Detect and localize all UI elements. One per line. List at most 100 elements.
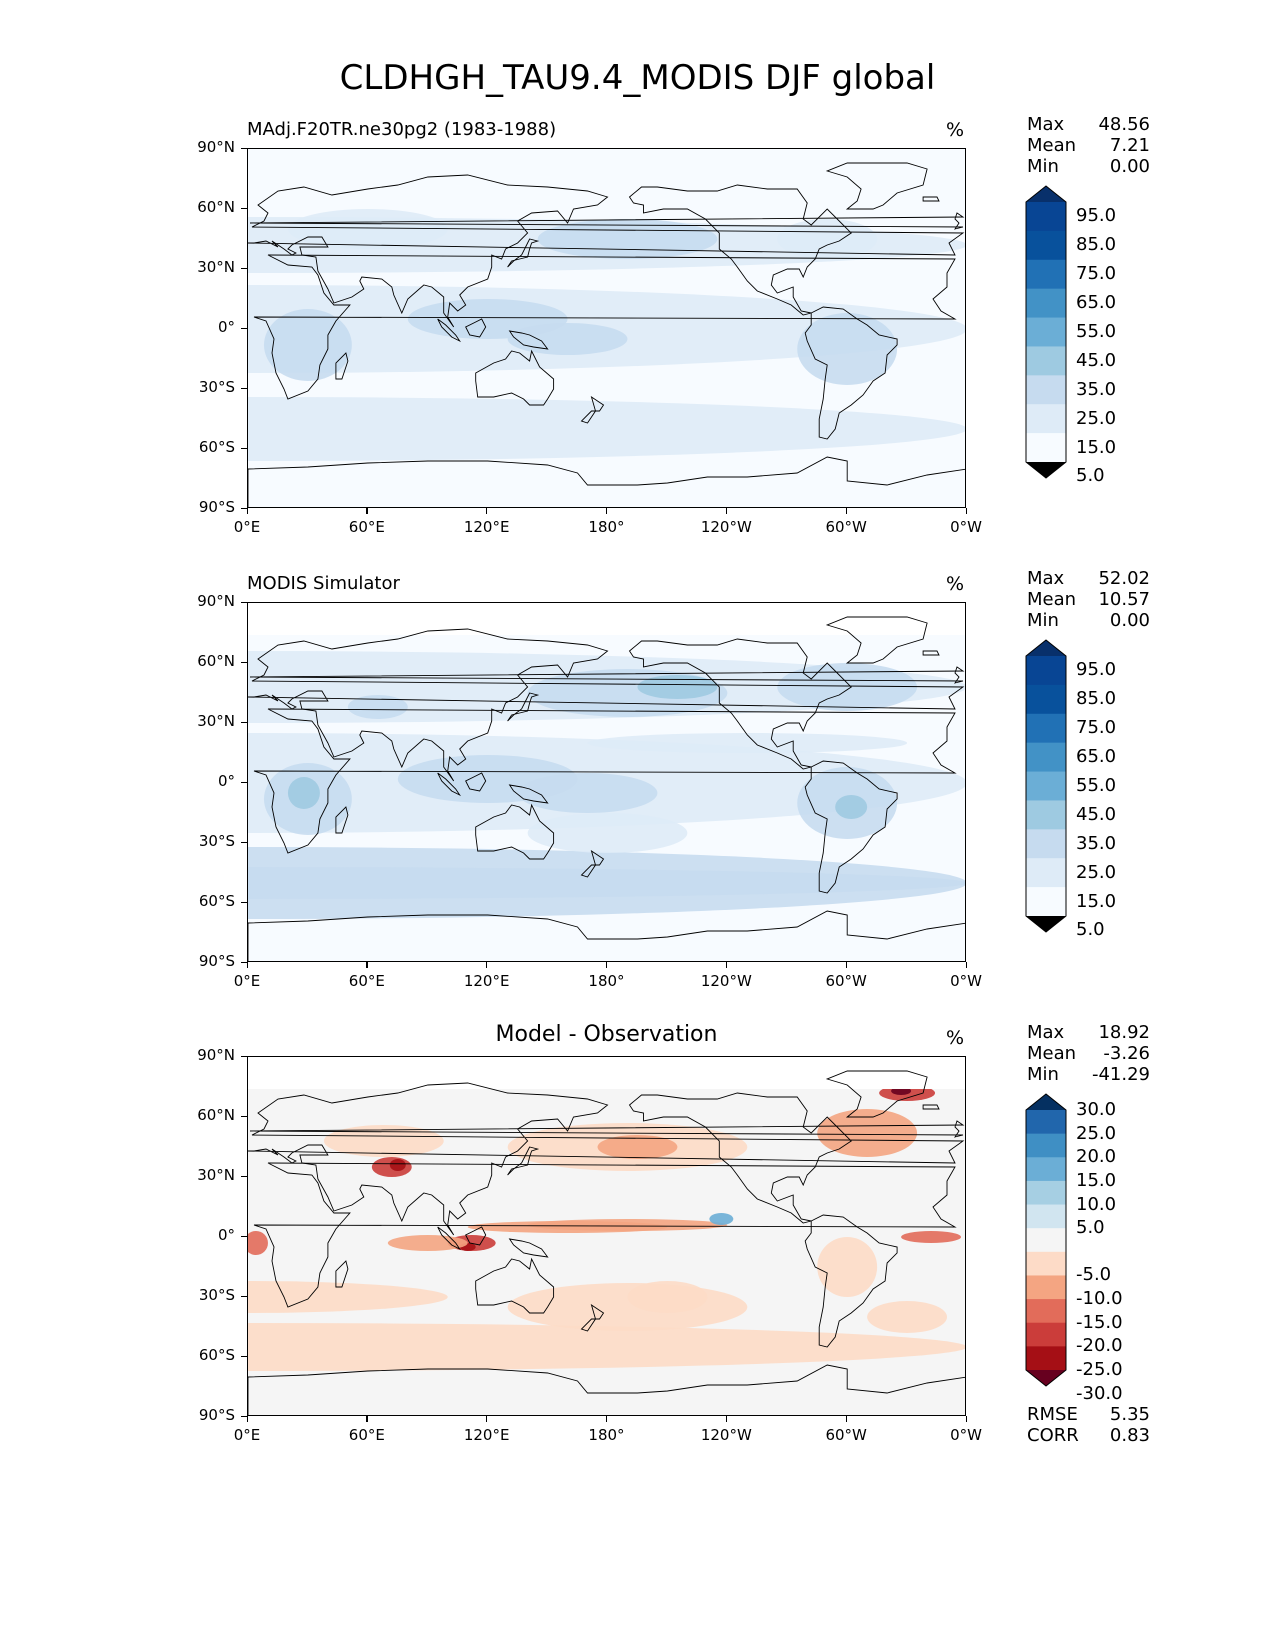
colorbar-level-label: 75.0 <box>1076 717 1117 739</box>
colorbar-box <box>1026 656 1066 686</box>
coastline-north-america <box>628 638 852 770</box>
colorbar-box <box>1026 375 1066 405</box>
stat-mean-label: Mean <box>1027 589 1077 610</box>
field-blob <box>817 1237 878 1297</box>
lon-tick-label: 0°E <box>233 1426 261 1444</box>
coastline-iceland <box>922 1104 940 1110</box>
colorbar-level-label: 10.0 <box>1076 1193 1117 1215</box>
figure-title: CLDHGH_TAU9.4_MODIS DJF global <box>339 58 936 98</box>
lon-tick-label: 120°E <box>463 1426 510 1444</box>
field-blob <box>777 663 918 711</box>
stat-max-value: 48.56 <box>1098 114 1150 135</box>
colorbar-box <box>1026 713 1066 744</box>
lat-tick-mark <box>241 327 247 329</box>
lon-tick-label: 180° <box>588 518 625 536</box>
colorbar-level-label: 95.0 <box>1076 659 1117 681</box>
colorbar-level-label: 65.0 <box>1076 292 1117 314</box>
lon-tick-label: 60°W <box>825 518 867 536</box>
field-blob <box>347 695 408 719</box>
colorbar-box <box>1026 1180 1066 1206</box>
field-blob <box>248 1281 448 1313</box>
lat-tick-label: 90°S <box>198 952 235 970</box>
colorbar-box <box>1026 1275 1066 1300</box>
lat-tick-mark <box>241 1175 247 1177</box>
coastline-new-zealand <box>580 849 605 878</box>
colorbar-box <box>1026 1251 1066 1276</box>
colorbar-box <box>1026 1346 1066 1371</box>
coastline-greenland <box>825 1070 928 1118</box>
lat-tick-mark <box>241 601 247 603</box>
lat-tick-mark <box>241 507 247 509</box>
colorbar-level-label: 55.0 <box>1076 321 1117 342</box>
field-blob <box>527 1219 728 1231</box>
colorbar-box <box>1026 887 1066 917</box>
lon-tick-mark <box>246 962 248 968</box>
stat-min-label: Min <box>1027 610 1059 631</box>
lat-tick-label: 90°N <box>197 592 235 610</box>
field-layer <box>248 209 965 461</box>
coastline-madagascar <box>335 1260 349 1288</box>
colorbar-level-label: 95.0 <box>1076 205 1117 227</box>
field-blob <box>389 1159 406 1171</box>
lon-tick-label: 0°E <box>233 972 261 990</box>
field-blob <box>867 1301 948 1333</box>
colorbar-box <box>1026 858 1066 888</box>
coastline-africa <box>253 1162 957 1308</box>
field-layer <box>248 651 965 919</box>
lon-tick-mark <box>366 962 368 968</box>
lat-tick-label: 30°N <box>197 258 235 276</box>
field-blob <box>323 1125 444 1157</box>
colorbar-level-label: -30.0 <box>1076 1382 1123 1404</box>
lon-tick-label: 60°W <box>825 1426 867 1444</box>
lon-tick-mark <box>366 508 368 514</box>
stat-mean-value: 10.57 <box>1098 589 1150 610</box>
lat-tick-mark <box>241 387 247 389</box>
coastline-madagascar <box>335 806 349 834</box>
lon-tick-mark <box>606 508 608 514</box>
stat-max-label: Max <box>1027 568 1065 589</box>
stat-mean-value: -3.26 <box>1103 1043 1150 1064</box>
colorbar-box <box>1026 1157 1066 1182</box>
lat-tick-label: 60°S <box>198 892 235 910</box>
coastline-south-america <box>804 1214 898 1348</box>
colorbar-level-label: 15.0 <box>1076 436 1117 458</box>
lat-tick-label: 90°S <box>198 498 235 516</box>
colorbar-extend-top <box>1026 640 1066 656</box>
lon-tick-mark <box>965 1416 967 1422</box>
lat-tick-label: 60°N <box>197 652 235 670</box>
colorbar-level-label: 15.0 <box>1076 1169 1117 1191</box>
lat-tick-label: 60°S <box>198 438 235 456</box>
map-canvas <box>248 1057 965 1415</box>
test-panel-map[interactable] <box>247 148 966 508</box>
colorbar-level-label: 45.0 <box>1076 803 1117 825</box>
colorbar-level-label: 75.0 <box>1076 263 1117 285</box>
coastlines <box>248 616 965 961</box>
colorbar-box <box>1026 433 1066 463</box>
field-layer <box>248 1085 965 1371</box>
lat-tick-mark <box>241 841 247 843</box>
coastline-antarctica <box>248 456 965 507</box>
colorbar-extend-bottom <box>1026 1370 1066 1386</box>
lon-tick-label: 120°W <box>700 518 752 536</box>
coastline-iceland <box>922 650 940 656</box>
lat-tick-label: 60°S <box>198 1346 235 1364</box>
field-blob <box>901 1231 962 1243</box>
coastline-sumatra <box>437 772 462 797</box>
colorbar-test <box>1025 185 1067 479</box>
lon-tick-mark <box>965 962 967 968</box>
lon-tick-label: 60°E <box>348 518 385 536</box>
lon-tick-mark <box>725 962 728 968</box>
lon-tick-mark <box>486 962 488 968</box>
field-blob <box>248 1231 268 1255</box>
colorbar-outline <box>1025 639 1067 933</box>
lon-tick-label: 180° <box>588 1426 625 1444</box>
difference-panel-map[interactable] <box>247 1056 966 1416</box>
lon-tick-mark <box>845 508 847 514</box>
lat-tick-mark <box>241 781 247 783</box>
lat-tick-label: 30°N <box>197 1166 235 1184</box>
reference-panel-map[interactable] <box>247 602 966 962</box>
field-blob <box>777 219 878 259</box>
coastline-iceland <box>922 196 940 202</box>
field-blob <box>287 777 320 809</box>
lat-tick-mark <box>241 147 247 149</box>
